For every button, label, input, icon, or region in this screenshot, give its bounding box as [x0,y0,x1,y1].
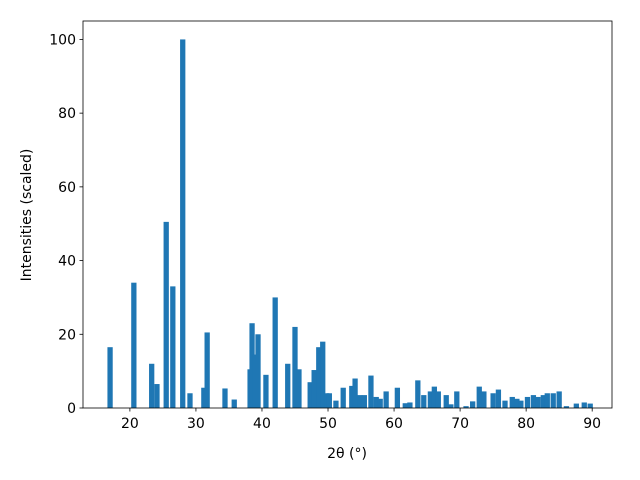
bar [154,384,160,408]
bar [535,396,541,408]
bar [470,401,476,408]
y-tick-label: 40 [58,254,76,270]
y-axis-label: Intensities (scaled) [19,149,35,282]
y-tick-label: 60 [58,180,76,196]
bar [581,402,587,408]
bar [149,363,155,408]
bar [272,297,278,408]
x-tick-label: 70 [451,416,469,432]
bar [316,347,322,408]
bar [373,396,379,408]
bar [131,282,137,408]
bar [443,395,449,408]
bar [311,370,317,408]
bar [180,39,186,409]
x-tick-label: 20 [121,416,139,432]
bar [463,406,469,408]
bar [377,398,383,408]
bar [383,391,389,408]
bar [518,400,524,408]
x-tick-label: 80 [517,416,535,432]
bar [296,369,302,408]
bar [249,323,255,408]
x-tick-label: 30 [187,416,205,432]
x-axis-label: 2θ (°) [327,446,367,462]
y-tick-label: 80 [58,106,76,122]
bar [402,403,408,408]
x-tick-label: 90 [583,416,601,432]
bar [421,395,427,408]
y-tick-label: 20 [58,327,76,343]
bar [544,393,550,408]
bar [550,393,556,408]
bar [495,389,502,408]
bar [204,332,210,408]
x-tick-label: 50 [319,416,337,432]
bar [320,341,326,408]
bar [514,398,520,408]
bar [368,375,374,408]
bar [201,387,207,408]
bar [307,382,313,408]
bar [490,393,496,408]
bar [476,386,482,408]
bar [292,326,298,408]
bar [530,395,537,408]
bar [502,400,508,408]
bar [340,387,346,408]
y-tick-label: 0 [67,401,76,417]
bar [107,347,113,408]
bar [481,391,487,408]
bar [222,388,228,408]
bar [231,399,237,408]
bar [187,393,193,408]
bar [352,378,358,408]
x-tick-label: 60 [385,416,403,432]
bar [509,396,515,408]
plot-frame [82,20,613,409]
bar [540,395,546,408]
bar [163,221,169,408]
bar [435,391,441,408]
bar [394,387,401,408]
bar [427,391,434,408]
bar [361,395,367,408]
bar [431,386,437,408]
bar [170,286,176,408]
bar [556,391,562,408]
bar [524,396,531,408]
bar [407,402,413,408]
y-tick-label: 100 [49,32,76,48]
bar [415,380,421,408]
bar [563,406,570,408]
bar [333,400,339,408]
bar [573,403,579,408]
bar [454,391,460,408]
bar [448,404,454,408]
bar [349,385,355,408]
bar [285,363,291,408]
x-tick-label: 40 [253,416,271,432]
bar [357,395,363,408]
bar [255,334,261,408]
bar [263,374,269,408]
bar [587,403,593,408]
bar [326,393,332,408]
